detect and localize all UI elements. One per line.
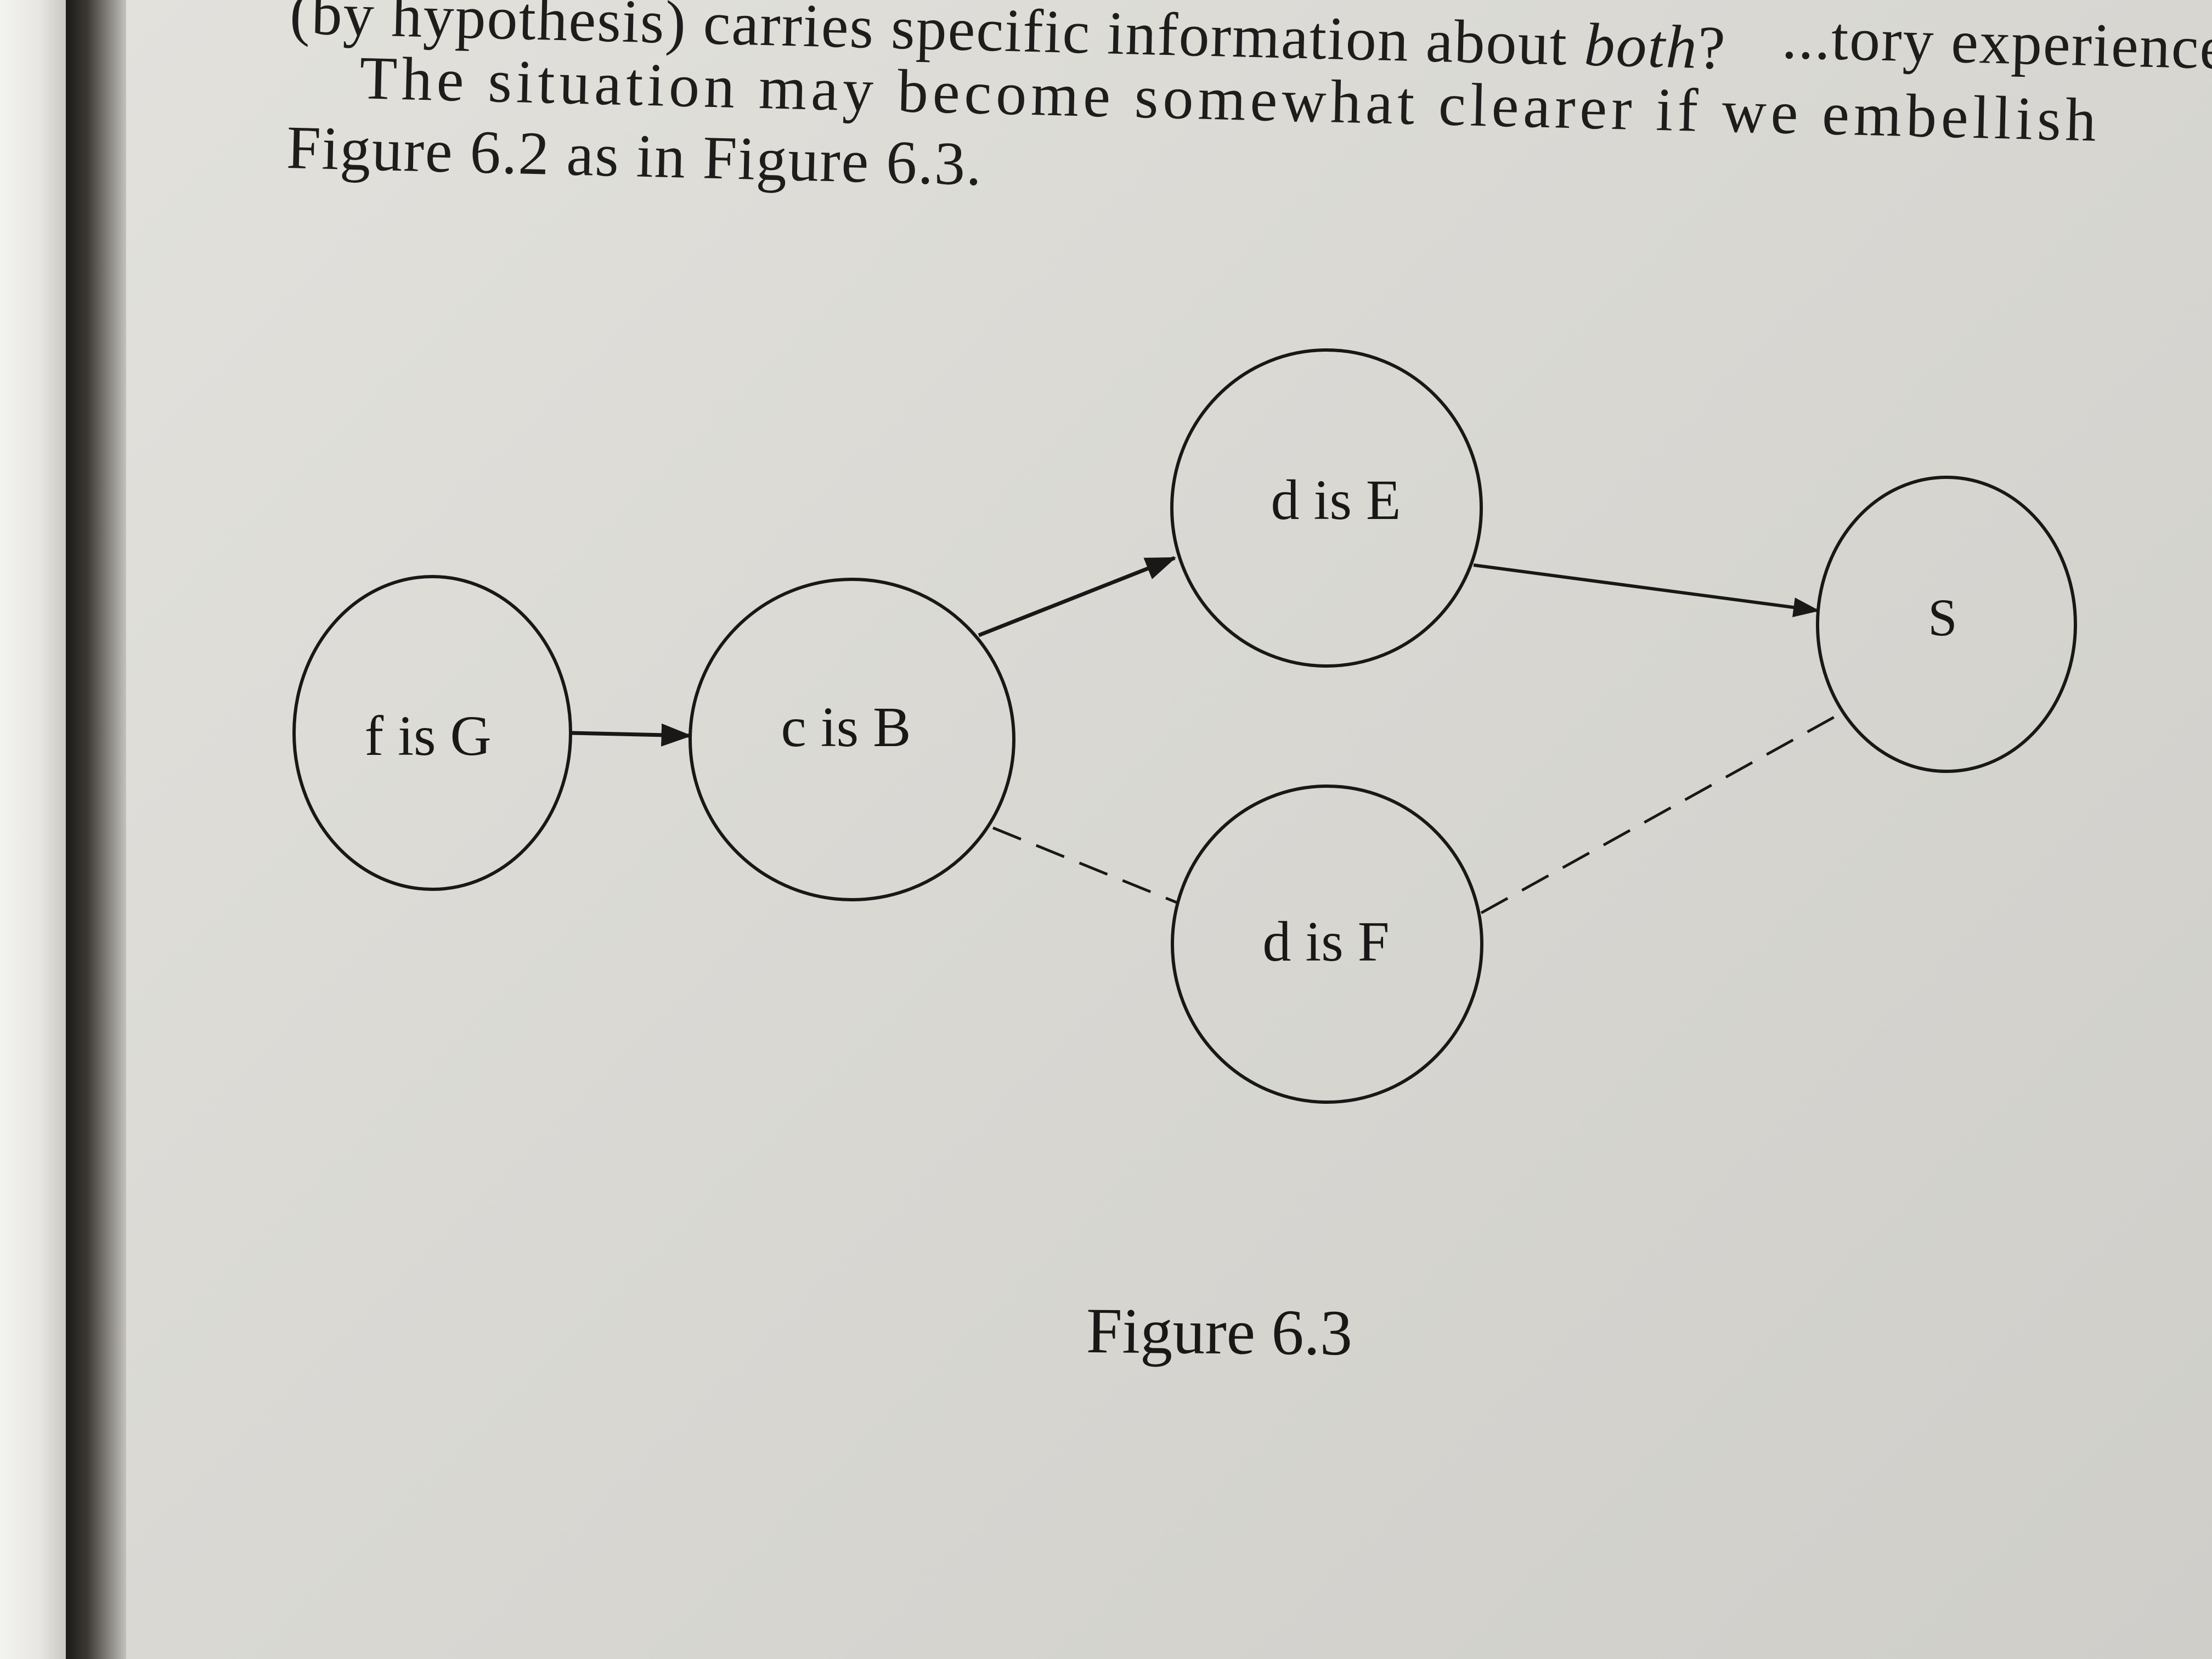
node-label-c-is-B: c is B xyxy=(781,696,911,759)
node-d-is-E: d is E xyxy=(1170,348,1483,668)
node-label-d-is-F: d is F xyxy=(1262,910,1389,973)
left-page-margin xyxy=(0,0,66,1659)
book-page: (by hypothesis) carries specific informa… xyxy=(126,0,2212,1659)
node-c-is-B: c is B xyxy=(689,578,1015,901)
node-label-S: S xyxy=(1928,588,1957,647)
figure-caption: Figure 6.3 xyxy=(1086,1294,1353,1369)
node-label-f-is-G: f is G xyxy=(364,704,491,768)
edge-dF-to-S-dashed xyxy=(1480,712,1842,915)
node-d-is-F: d is F xyxy=(1171,785,1483,1104)
node-label-d-is-E: d is E xyxy=(1271,469,1401,532)
book-gutter xyxy=(66,0,126,1659)
edge-dE-to-S xyxy=(1473,563,1820,617)
edge-cB-to-dF-dashed xyxy=(992,826,1177,904)
node-S: S xyxy=(1816,476,2077,773)
edge-fG-to-cB xyxy=(571,723,692,747)
edge-cB-to-dE xyxy=(978,556,1177,637)
node-f-is-G: f is G xyxy=(292,575,572,891)
